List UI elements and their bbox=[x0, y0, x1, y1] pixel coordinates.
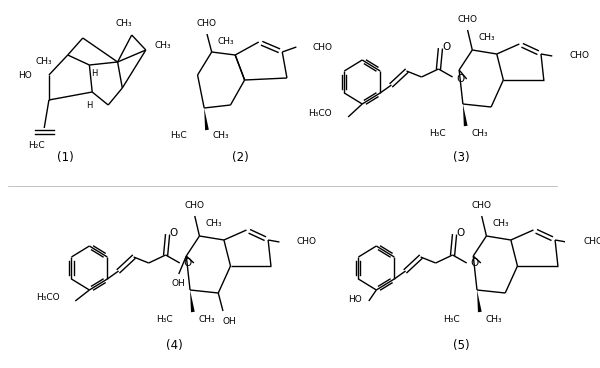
Text: CHO: CHO bbox=[583, 237, 600, 247]
Text: O: O bbox=[470, 258, 478, 268]
Text: H₃CO: H₃CO bbox=[35, 294, 59, 302]
Polygon shape bbox=[463, 104, 467, 126]
Text: CHO: CHO bbox=[458, 15, 478, 25]
Text: O: O bbox=[456, 74, 464, 84]
Text: CHO: CHO bbox=[472, 202, 492, 210]
Text: CH₃: CH₃ bbox=[217, 38, 234, 46]
Text: CHO: CHO bbox=[569, 52, 589, 60]
Polygon shape bbox=[477, 290, 482, 312]
Text: (2): (2) bbox=[232, 152, 248, 164]
Text: O: O bbox=[442, 42, 450, 52]
Text: (3): (3) bbox=[452, 152, 469, 164]
Text: HO: HO bbox=[349, 296, 362, 304]
Text: CH₃: CH₃ bbox=[36, 57, 53, 66]
Text: O: O bbox=[169, 228, 177, 238]
Text: O: O bbox=[456, 228, 464, 238]
Text: (5): (5) bbox=[452, 339, 469, 351]
Text: H: H bbox=[91, 68, 97, 78]
Text: H₃C: H₃C bbox=[157, 315, 173, 325]
Text: (4): (4) bbox=[166, 339, 182, 351]
Text: H₃CO: H₃CO bbox=[308, 110, 332, 118]
Text: H₃C: H₃C bbox=[170, 131, 187, 141]
Text: CH₃: CH₃ bbox=[485, 315, 502, 325]
Text: HO: HO bbox=[18, 71, 32, 79]
Text: O: O bbox=[183, 258, 191, 268]
Text: OH: OH bbox=[223, 316, 236, 326]
Text: CH₃: CH₃ bbox=[154, 40, 171, 50]
Text: CH₃: CH₃ bbox=[478, 33, 495, 42]
Polygon shape bbox=[204, 108, 209, 130]
Text: CHO: CHO bbox=[197, 20, 217, 28]
Text: CHO: CHO bbox=[185, 202, 205, 210]
Text: CH₃: CH₃ bbox=[116, 18, 133, 28]
Text: CH₃: CH₃ bbox=[472, 130, 488, 138]
Text: H₃C: H₃C bbox=[430, 130, 446, 138]
Text: (1): (1) bbox=[58, 152, 74, 164]
Text: CH₃: CH₃ bbox=[492, 219, 509, 229]
Text: CHO: CHO bbox=[313, 42, 332, 52]
Text: H₂C: H₂C bbox=[28, 142, 45, 151]
Text: H₃C: H₃C bbox=[443, 315, 460, 325]
Text: H: H bbox=[86, 102, 92, 110]
Text: OH: OH bbox=[172, 280, 185, 289]
Text: CH₃: CH₃ bbox=[205, 219, 222, 229]
Text: CHO: CHO bbox=[296, 237, 316, 247]
Text: CH₃: CH₃ bbox=[213, 131, 229, 141]
Polygon shape bbox=[190, 290, 195, 312]
Text: CH₃: CH₃ bbox=[199, 315, 215, 325]
